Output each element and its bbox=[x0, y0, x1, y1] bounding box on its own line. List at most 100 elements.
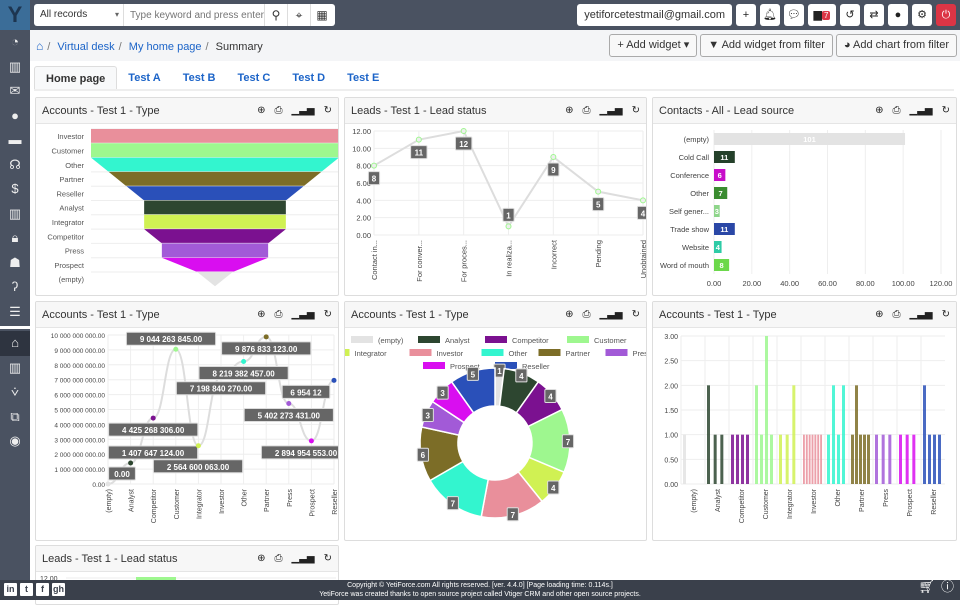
dollar-icon[interactable]: $ bbox=[11, 181, 19, 196]
y-tick-label: 6.00 bbox=[356, 179, 371, 188]
home-icon[interactable]: ⌂ bbox=[0, 331, 30, 356]
print-icon[interactable]: ⎙ bbox=[274, 105, 283, 116]
grid-icon[interactable]: ▦ bbox=[310, 4, 333, 26]
add-widget-button[interactable]: + Add widget ▾ bbox=[609, 34, 698, 57]
add-widget-from-filter-button[interactable]: ▼ Add widget from filter bbox=[700, 34, 833, 57]
refresh-icon[interactable]: ↻ bbox=[941, 309, 950, 320]
data-label: 3 bbox=[426, 412, 431, 421]
open-source-link[interactable]: open source project bbox=[420, 591, 483, 598]
download-icon[interactable]: ⊕ bbox=[565, 309, 574, 320]
filter-icon[interactable]: ⩒ bbox=[11, 384, 19, 399]
x-tick-label: Press bbox=[287, 489, 294, 507]
print-icon[interactable]: ⎙ bbox=[582, 309, 591, 320]
briefcase-icon[interactable]: ▬ bbox=[8, 132, 22, 147]
signal-bars-icon[interactable]: ▁▃▅ bbox=[909, 105, 933, 116]
print-icon[interactable]: ⎙ bbox=[892, 105, 901, 116]
twitter-icon[interactable]: t bbox=[20, 583, 33, 596]
database-icon[interactable]: ☰ bbox=[9, 303, 21, 319]
user-email[interactable]: yetiforcetestmail@gmail.com bbox=[577, 4, 732, 26]
signal-bars-icon[interactable]: ▁▃▅ bbox=[291, 105, 315, 116]
legend-label: Analyst bbox=[445, 336, 471, 345]
crosshair-icon[interactable]: ⌖ bbox=[287, 4, 310, 26]
signal-bars-icon[interactable]: ▁▃▅ bbox=[291, 553, 315, 564]
linkedin-icon[interactable]: in bbox=[4, 583, 17, 596]
data-label: 4 bbox=[519, 372, 524, 381]
data-label: 6 954 12 bbox=[290, 388, 322, 397]
y-tick-label: 0.50 bbox=[664, 457, 678, 464]
legend-label: Reseller bbox=[522, 362, 550, 371]
download-icon[interactable]: ⊕ bbox=[257, 309, 266, 320]
cart-icon[interactable]: 🛒︎ bbox=[918, 579, 935, 594]
calendar-button[interactable]: ▆ 7 bbox=[808, 4, 836, 26]
dashboard-icon[interactable]: ◔ bbox=[11, 34, 19, 49]
user-circle-icon[interactable]: ◉ bbox=[9, 433, 21, 448]
x-tick-label: Competitor bbox=[739, 488, 746, 523]
power-icon[interactable]: ⏻ bbox=[936, 4, 956, 26]
ticket-icon[interactable]: ⧉ bbox=[10, 408, 20, 424]
mail-icon[interactable]: ✉ bbox=[9, 83, 21, 98]
plus-icon[interactable]: + bbox=[736, 4, 756, 26]
signal-bars-icon[interactable]: ▁▃▅ bbox=[599, 309, 623, 320]
calendar-icon: ▆ bbox=[813, 9, 822, 21]
widget-header: Accounts - Test 1 - Type ⊕ ⎙ ▁▃▅ ↻ bbox=[653, 302, 956, 328]
headset-icon[interactable]: ☊ bbox=[9, 156, 21, 172]
bell-icon[interactable]: 🔔︎ bbox=[760, 4, 780, 26]
tab-test-a[interactable]: Test A bbox=[128, 72, 161, 84]
category-label: Word of mouth bbox=[660, 261, 709, 270]
download-icon[interactable]: ⊕ bbox=[257, 105, 266, 116]
download-icon[interactable]: ⊕ bbox=[875, 105, 884, 116]
gear-icon[interactable]: ⚙ bbox=[912, 4, 932, 26]
ear-icon[interactable]: ʔ bbox=[11, 279, 19, 294]
piggy-bank-icon[interactable]: ● bbox=[11, 107, 19, 123]
signal-bars-icon[interactable]: ▁▃▅ bbox=[291, 309, 315, 320]
user-icon[interactable]: ● bbox=[888, 4, 908, 26]
print-icon[interactable]: ⎙ bbox=[274, 553, 283, 564]
user-chat-icon[interactable]: ☗ bbox=[9, 254, 21, 270]
logo[interactable]: Y bbox=[0, 0, 30, 30]
refresh-icon[interactable]: ↻ bbox=[941, 105, 950, 116]
x-tick-label: 120.00 bbox=[930, 279, 953, 288]
y-tick-label: 5 000 000 000.00 bbox=[54, 408, 105, 415]
company-chat-icon[interactable]: ▥ bbox=[8, 205, 22, 221]
chat-icon[interactable]: 💬︎ bbox=[784, 4, 804, 26]
info-icon[interactable]: ⓘ bbox=[940, 579, 954, 594]
refresh-icon[interactable]: ↻ bbox=[323, 309, 332, 320]
breadcrumb-virtual-desk[interactable]: Virtual desk bbox=[57, 41, 115, 53]
refresh-icon[interactable]: ↻ bbox=[323, 553, 332, 564]
facebook-icon[interactable]: f bbox=[36, 583, 49, 596]
search-icon[interactable]: ⚲ bbox=[264, 4, 287, 26]
building-icon[interactable]: ▥ bbox=[8, 359, 22, 375]
download-icon[interactable]: ⊕ bbox=[565, 105, 574, 116]
refresh-icon[interactable]: ↻ bbox=[631, 309, 640, 320]
breadcrumb-my-home-page[interactable]: My home page bbox=[128, 41, 202, 53]
history-icon[interactable]: ↺ bbox=[840, 4, 860, 26]
signal-bars-icon[interactable]: ▁▃▅ bbox=[909, 309, 933, 320]
tab-test-d[interactable]: Test D bbox=[292, 72, 326, 84]
legend-label: Investor bbox=[437, 349, 464, 358]
category-label: Reseller bbox=[56, 189, 84, 198]
search-input[interactable] bbox=[124, 9, 264, 21]
download-icon[interactable]: ⊕ bbox=[257, 553, 266, 564]
print-icon[interactable]: ⎙ bbox=[274, 309, 283, 320]
tab-test-c[interactable]: Test C bbox=[237, 72, 271, 84]
home-icon[interactable]: ⌂ bbox=[36, 39, 44, 53]
exchange-icon[interactable]: ⇄ bbox=[864, 4, 884, 26]
search-module-select[interactable]: All records bbox=[34, 4, 124, 26]
x-tick-label: Integrator bbox=[196, 488, 203, 519]
add-chart-from-filter-button[interactable]: ◕ Add chart from filter bbox=[835, 34, 957, 57]
signal-bars-icon[interactable]: ▁▃▅ bbox=[599, 105, 623, 116]
tab-test-b[interactable]: Test B bbox=[182, 72, 216, 84]
lock-icon[interactable]: 🔒︎ bbox=[11, 230, 19, 245]
data-label-bg bbox=[367, 171, 381, 186]
tab-test-e[interactable]: Test E bbox=[347, 72, 380, 84]
github-icon[interactable]: gh bbox=[52, 583, 65, 596]
print-icon[interactable]: ⎙ bbox=[892, 309, 901, 320]
print-icon[interactable]: ⎙ bbox=[582, 105, 591, 116]
bar bbox=[842, 385, 845, 484]
tab-home-page[interactable]: Home page bbox=[34, 66, 118, 89]
bar bbox=[136, 577, 176, 580]
download-icon[interactable]: ⊕ bbox=[875, 309, 884, 320]
refresh-icon[interactable]: ↻ bbox=[631, 105, 640, 116]
building-icon[interactable]: ▥ bbox=[8, 58, 22, 74]
refresh-icon[interactable]: ↻ bbox=[323, 105, 332, 116]
